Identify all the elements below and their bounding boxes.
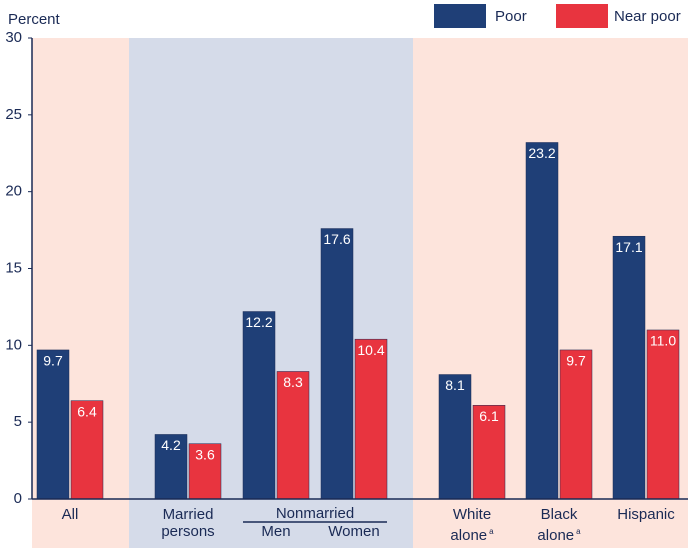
x-tick-label: Hispanic [613, 506, 679, 523]
bar [354, 338, 388, 500]
bar [472, 405, 506, 500]
footnote-marker: a [489, 527, 494, 536]
value-label: 23.2 [528, 145, 555, 161]
category-name: White alone [450, 506, 492, 544]
bar [646, 329, 680, 500]
bar [438, 374, 472, 500]
value-label: 8.1 [445, 377, 465, 393]
x-tick-label: Men [243, 523, 309, 540]
value-label: 9.7 [43, 353, 63, 369]
bar [559, 349, 593, 500]
x-tick-label: Black alone a [526, 506, 592, 544]
value-label: 10.4 [357, 342, 384, 358]
bar [525, 142, 559, 500]
category-name: Black alone [537, 506, 578, 544]
x-tick-label: Women [321, 523, 387, 540]
legend-label: Near poor [614, 8, 681, 25]
y-tick-label: 15 [5, 259, 22, 276]
bar [242, 311, 276, 500]
category-name: Men [261, 523, 291, 540]
category-name: All [61, 506, 79, 523]
bar [276, 371, 310, 500]
value-label: 4.2 [161, 437, 181, 453]
value-label: 17.1 [615, 239, 642, 255]
y-tick-label: 5 [14, 413, 22, 430]
bar [70, 400, 104, 500]
y-axis-label: Percent [8, 11, 61, 28]
value-label: 11.0 [650, 333, 676, 349]
bar [320, 228, 354, 500]
value-label: 9.7 [566, 353, 586, 369]
legend-swatch [434, 4, 486, 28]
y-tick-label: 10 [5, 336, 22, 353]
category-name: Married persons [161, 506, 215, 540]
legend-swatch [556, 4, 608, 28]
value-label: 12.2 [245, 314, 272, 330]
value-label: 3.6 [195, 446, 215, 462]
footnote-marker: a [576, 527, 581, 536]
category-name: Women [328, 523, 380, 540]
bar [612, 235, 646, 500]
x-tick-label: Married persons [155, 506, 221, 540]
x-tick-label: White alone a [439, 506, 505, 544]
category-name: Hispanic [617, 506, 675, 523]
group-label: Nonmarried [276, 505, 354, 522]
value-label: 6.4 [77, 403, 97, 419]
value-label: 6.1 [479, 408, 499, 424]
bar [36, 349, 70, 500]
y-tick-label: 20 [5, 183, 22, 200]
value-label: 17.6 [323, 231, 350, 247]
y-tick-label: 25 [5, 106, 22, 123]
x-tick-label: All [37, 506, 103, 523]
value-label: 8.3 [283, 374, 303, 390]
y-tick-label: 30 [5, 29, 22, 46]
legend-label: Poor [495, 8, 527, 25]
y-tick-label: 0 [14, 490, 22, 507]
